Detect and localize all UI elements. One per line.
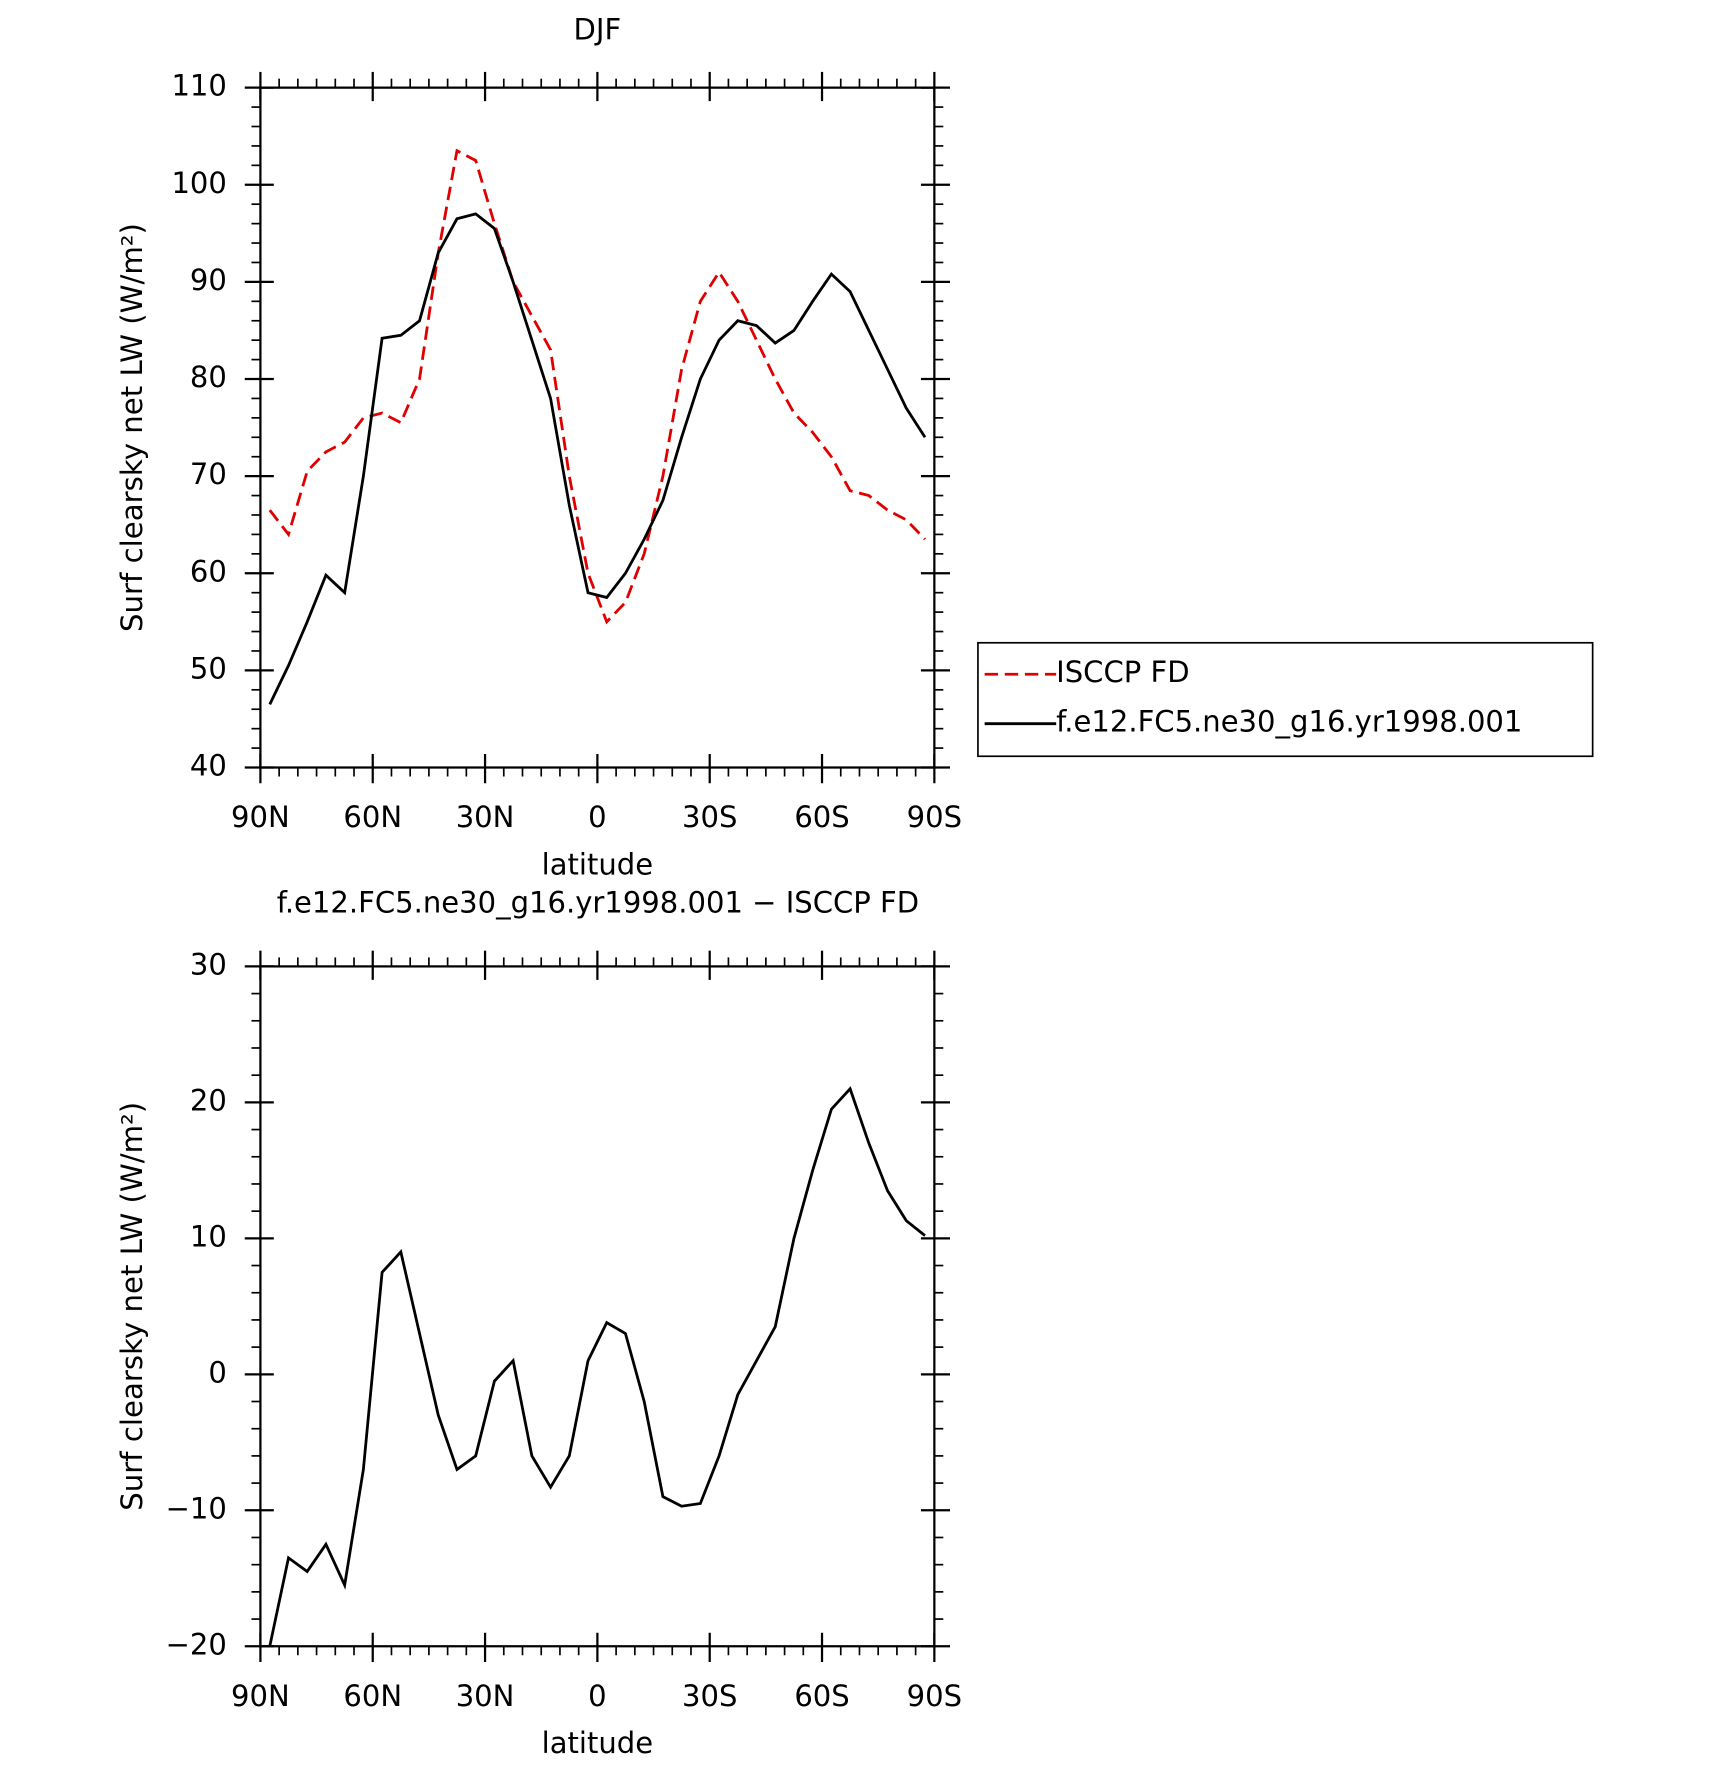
y-tick-label: 80 [190, 360, 227, 394]
x-tick-label: 60S [794, 800, 849, 834]
y-tick-label: 110 [171, 69, 226, 103]
data-line [268, 1086, 926, 1647]
plot-frame [259, 965, 936, 1648]
x-tick-label: 30S [682, 800, 737, 834]
y-axis-label: Surf clearsky net LW (W/m²) [115, 223, 149, 632]
legend-box [977, 641, 1594, 758]
y-tick-label: 30 [190, 947, 227, 981]
x-tick-label: 60N [343, 1679, 402, 1713]
x-tick-label: 0 [588, 800, 606, 834]
x-tick-label: 60N [343, 800, 402, 834]
x-axis-label: latitude [542, 1726, 653, 1760]
y-tick-label: 100 [171, 166, 226, 200]
x-axis-label: latitude [542, 847, 653, 881]
x-tick-label: 90N [231, 1679, 290, 1713]
y-tick-label: 10 [190, 1219, 227, 1253]
x-tick-label: 30N [456, 1679, 515, 1713]
y-tick-label: 20 [190, 1083, 227, 1117]
y-tick-label: 50 [190, 651, 227, 685]
x-tick-label: 90N [231, 800, 290, 834]
x-tick-label: 90S [907, 1679, 962, 1713]
y-tick-label: −10 [166, 1491, 227, 1525]
data-line [268, 212, 927, 705]
legend-label: f.e12.FC5.ne30_g16.yr1998.001 [1056, 705, 1522, 739]
y-tick-label: 40 [190, 748, 227, 782]
chart-title: f.e12.FC5.ne30_g16.yr1998.001 − ISCCP FD [277, 886, 919, 920]
x-tick-label: 90S [907, 800, 962, 834]
y-tick-label: 60 [190, 554, 227, 588]
y-tick-label: 90 [190, 263, 227, 297]
chart-title: DJF [574, 12, 622, 46]
data-line [268, 148, 926, 625]
y-tick-label: 0 [208, 1355, 226, 1389]
y-tick-label: −20 [166, 1627, 227, 1661]
plot-frame [259, 86, 936, 769]
y-tick-label: 70 [190, 457, 227, 491]
x-tick-label: 0 [588, 1679, 606, 1713]
y-axis-label: Surf clearsky net LW (W/m²) [115, 1102, 149, 1511]
x-tick-label: 60S [794, 1679, 849, 1713]
x-tick-label: 30N [456, 800, 515, 834]
x-tick-label: 30S [682, 1679, 737, 1713]
legend-label: ISCCP FD [1056, 655, 1189, 689]
